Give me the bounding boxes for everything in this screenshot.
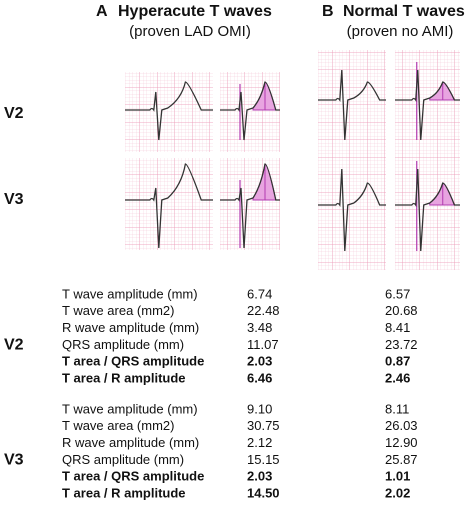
cell-value: 2.02 bbox=[385, 485, 410, 500]
cell-value: 6.57 bbox=[385, 286, 410, 301]
row-label: T area / QRS amplitude bbox=[62, 354, 204, 369]
cell-value: 2.03 bbox=[247, 354, 272, 369]
cell-value: 3.48 bbox=[247, 320, 272, 335]
row-label: T wave area (mm2) bbox=[62, 303, 174, 318]
ecg-trace bbox=[220, 81, 280, 141]
cell-value: 8.41 bbox=[385, 320, 410, 335]
cell-value: 0.87 bbox=[385, 354, 410, 369]
panel-subtitle: (proven no AMI) bbox=[347, 23, 454, 40]
lead-label: V2 bbox=[4, 337, 24, 354]
cell-value: 2.46 bbox=[385, 370, 410, 385]
cell-value: 11.07 bbox=[247, 337, 279, 352]
ecg-grid bbox=[125, 72, 213, 152]
ecg-panels bbox=[125, 50, 460, 270]
panel-subtitle: (proven LAD OMI) bbox=[129, 23, 251, 40]
row-label: T wave amplitude (mm) bbox=[62, 401, 198, 416]
row-label: R wave amplitude (mm) bbox=[62, 320, 199, 335]
row-label: T wave amplitude (mm) bbox=[62, 286, 198, 301]
row-label: QRS amplitude (mm) bbox=[62, 337, 184, 352]
cell-value: 9.10 bbox=[247, 401, 272, 416]
panel-letter: A bbox=[96, 3, 108, 20]
ecg-grid bbox=[220, 158, 280, 250]
row-label: QRS amplitude (mm) bbox=[62, 452, 184, 467]
panel-title: Hyperacute T waves bbox=[118, 3, 272, 20]
cell-value: 30.75 bbox=[247, 418, 280, 433]
ecg-trace bbox=[318, 168, 386, 252]
row-label: R wave amplitude (mm) bbox=[62, 435, 199, 450]
ecg-trace bbox=[318, 69, 386, 141]
cell-value: 22.48 bbox=[247, 303, 280, 318]
ecg-trace bbox=[395, 168, 460, 252]
cell-value: 26.03 bbox=[385, 418, 418, 433]
ecg-trace bbox=[125, 163, 213, 249]
panel-letter: B bbox=[322, 3, 334, 20]
cell-value: 2.12 bbox=[247, 435, 272, 450]
cell-value: 1.01 bbox=[385, 469, 410, 484]
row-label: T area / R amplitude bbox=[62, 370, 186, 385]
ecg-grid bbox=[395, 50, 460, 270]
ecg-grid bbox=[318, 50, 386, 270]
cell-value: 6.74 bbox=[247, 286, 272, 301]
cell-value: 12.90 bbox=[385, 435, 418, 450]
cell-value: 15.15 bbox=[247, 452, 280, 467]
ecg-grid bbox=[125, 158, 213, 250]
ecg-trace bbox=[220, 163, 280, 249]
lead-label: V3 bbox=[4, 452, 24, 469]
cell-value: 25.87 bbox=[385, 452, 418, 467]
cell-value: 8.11 bbox=[385, 401, 409, 416]
cell-value: 20.68 bbox=[385, 303, 418, 318]
row-label: T area / QRS amplitude bbox=[62, 469, 204, 484]
panel-title: Normal T waves bbox=[343, 3, 465, 20]
ecg-trace bbox=[125, 81, 213, 141]
measurement-table: V2 T wave amplitude (mm) 6.74 6.57 T wave ar… bbox=[4, 286, 418, 500]
row-label: T area / R amplitude bbox=[62, 485, 186, 500]
cell-value: 14.50 bbox=[247, 485, 280, 500]
cell-value: 23.72 bbox=[385, 337, 418, 352]
row-label: T wave area (mm2) bbox=[62, 418, 174, 433]
lead-label: V3 bbox=[4, 191, 24, 208]
cell-value: 2.03 bbox=[247, 469, 272, 484]
ecg-trace bbox=[395, 69, 460, 141]
cell-value: 6.46 bbox=[247, 370, 272, 385]
lead-label: V2 bbox=[4, 105, 24, 122]
ecg-grid bbox=[220, 72, 280, 152]
